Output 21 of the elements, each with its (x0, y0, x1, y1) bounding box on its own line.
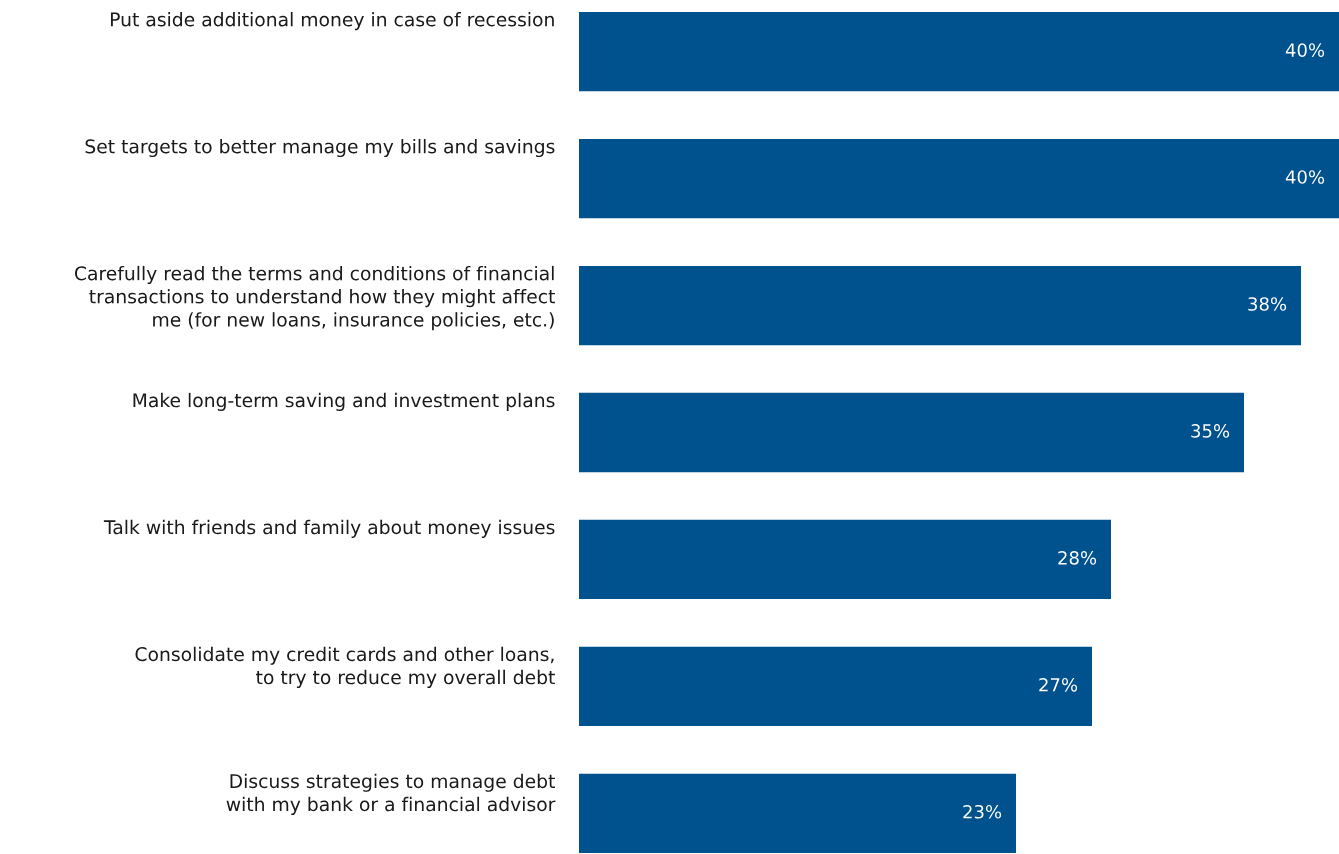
bar (579, 265, 1301, 346)
y-tick-label: Discuss strategies to manage debt with my bank or a financial advisor (226, 773, 556, 815)
data-label: 40% (1285, 43, 1325, 57)
bar (579, 12, 1339, 92)
y-tick-label: Set targets to better manage my bills and savings (85, 138, 555, 158)
bar (579, 392, 1244, 473)
y-tick-label: Talk with friends and family about money issues (103, 519, 555, 538)
y-tick-label: Consolidate my credit cards and other loans, to try to reduce my overall debt (135, 646, 555, 688)
data-label: 28% (1058, 551, 1097, 565)
data-label: 23% (963, 804, 1002, 819)
bar (579, 773, 1016, 853)
data-label: 38% (1248, 297, 1287, 311)
y-tick-label: Carefully read the terms and conditions of financial transactions to understand how they might affect me (for new loans, insurance policies, etc.) (74, 265, 555, 331)
data-label: 35% (1191, 424, 1230, 438)
y-tick-label: Make long-term saving and investment plans (133, 392, 555, 411)
data-label: 40% (1285, 170, 1325, 184)
bar (579, 646, 1092, 727)
bar (579, 138, 1339, 219)
data-label: 27% (1039, 677, 1078, 692)
y-tick-label: Put aside additional money in case of recession (110, 12, 554, 31)
bar (579, 519, 1111, 600)
